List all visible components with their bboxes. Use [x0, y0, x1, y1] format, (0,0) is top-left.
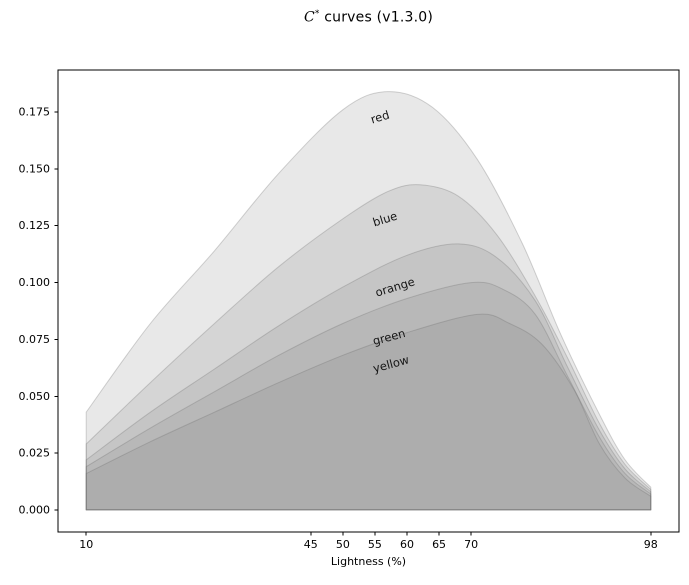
x-tick-label: 10	[79, 538, 93, 551]
x-tick-label: 70	[464, 538, 478, 551]
y-tick-label: 0.150	[19, 162, 51, 175]
x-tick-label: 65	[432, 538, 446, 551]
title-superscript: *	[314, 9, 320, 19]
x-tick-label: 60	[400, 538, 414, 551]
y-tick-label: 0.025	[19, 447, 51, 460]
area-curve-blue	[85, 184, 652, 511]
curve-fills	[85, 91, 652, 511]
y-tick-label: 0.075	[19, 333, 51, 346]
area-curve-red	[85, 91, 652, 511]
x-tick-label: 45	[304, 538, 318, 551]
plot-border	[57, 69, 680, 533]
area-curve-yellow	[85, 313, 652, 511]
area-curve-green	[85, 281, 652, 511]
y-axis: 0.000 0.025 0.050 0.075 0.100 0.125 0.150 0.175	[19, 106, 58, 516]
title-text: curves (v1.3.0)	[319, 9, 434, 26]
x-axis: 10 45 50 55 60 65 70 98	[79, 532, 658, 551]
x-axis-label: Lightness (%)	[330, 555, 407, 568]
chart-title: C* curves (v1.3.0)	[58, 9, 679, 26]
y-tick-label: 0.125	[19, 219, 51, 232]
area-curve-orange	[85, 243, 652, 511]
x-tick-label: 50	[336, 538, 350, 551]
title-math-symbol: C	[303, 9, 315, 26]
x-tick-label: 98	[644, 538, 658, 551]
x-tick-label: 55	[368, 538, 382, 551]
y-tick-label: 0.100	[19, 276, 51, 289]
y-tick-label: 0.000	[19, 503, 51, 516]
y-tick-label: 0.175	[19, 106, 51, 119]
y-tick-label: 0.050	[19, 390, 51, 403]
